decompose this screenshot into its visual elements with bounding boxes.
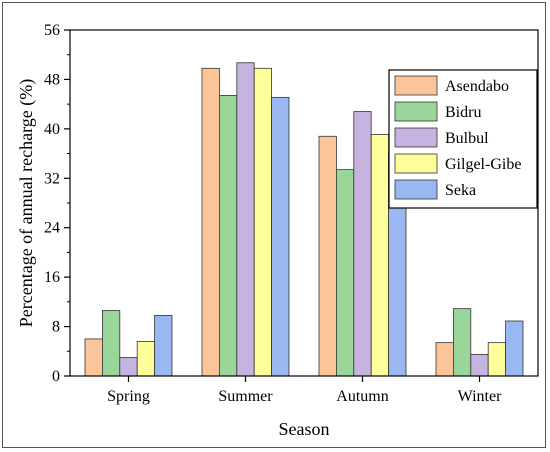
bar-bidru-summer xyxy=(218,95,238,377)
x-tick-label-spring: Spring xyxy=(107,388,150,405)
y-tick-label-7: 56 xyxy=(44,22,60,39)
y-tick-label-0: 0 xyxy=(52,368,60,385)
bar-gilgel-gibe-spring xyxy=(136,340,155,377)
y-axis-title: Percentage of annual recharge (%) xyxy=(16,79,37,328)
legend-swatch-gilgel-gibe xyxy=(394,153,438,174)
bar-seka-winter xyxy=(505,320,524,377)
y-tick-label-2: 16 xyxy=(44,269,60,286)
bar-bidru-autumn xyxy=(335,169,355,377)
y-tick-label-3: 24 xyxy=(44,220,60,237)
x-axis-title: Season xyxy=(279,419,330,439)
bar-bidru-spring xyxy=(102,310,121,377)
legend-label-bidru: Bidru xyxy=(445,104,481,121)
bar-gilgel-gibe-autumn xyxy=(370,134,390,377)
x-axis: Spring Summer Autumn Winter xyxy=(107,376,502,405)
y-tick-label-1: 8 xyxy=(52,319,60,336)
y-axis: 0 8 16 24 32 40 48 56 xyxy=(44,22,70,385)
x-tick-label-winter: Winter xyxy=(458,388,502,405)
legend: Asendabo Bidru Bulbul Gilgel-Gibe Seka xyxy=(388,69,538,209)
bar-seka-spring xyxy=(154,315,173,377)
y-tick-label-4: 32 xyxy=(44,170,60,187)
legend-swatch-bidru xyxy=(394,101,438,122)
bar-bulbul-summer xyxy=(236,62,255,377)
x-tick-label-autumn: Autumn xyxy=(336,388,388,405)
y-tick-label-5: 40 xyxy=(44,121,60,138)
legend-swatch-asendabo xyxy=(394,75,438,96)
bar-asendabo-spring xyxy=(84,338,103,377)
legend-label-gilgel-gibe: Gilgel-Gibe xyxy=(445,156,521,173)
legend-swatch-seka xyxy=(394,179,438,200)
bar-bidru-winter xyxy=(452,308,472,377)
legend-label-asendabo: Asendabo xyxy=(445,78,509,95)
bar-asendabo-winter xyxy=(435,342,454,377)
bar-bulbul-autumn xyxy=(353,111,372,377)
bar-seka-summer xyxy=(271,96,290,377)
legend-label-seka: Seka xyxy=(445,182,476,199)
legend-swatch-bulbul xyxy=(394,127,438,148)
bar-bulbul-spring xyxy=(119,357,138,377)
bar-bulbul-winter xyxy=(470,353,489,377)
bar-gilgel-gibe-winter xyxy=(487,342,507,377)
legend-label-bulbul: Bulbul xyxy=(445,130,489,147)
bar-asendabo-autumn xyxy=(318,135,337,377)
bar-gilgel-gibe-summer xyxy=(253,67,272,377)
y-tick-label-6: 48 xyxy=(44,71,60,88)
x-tick-label-summer: Summer xyxy=(218,388,273,405)
bar-asendabo-summer xyxy=(201,67,220,377)
